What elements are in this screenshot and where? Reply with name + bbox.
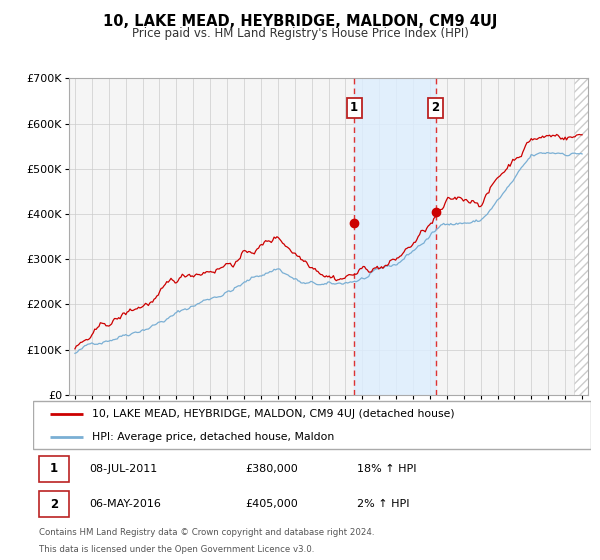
FancyBboxPatch shape bbox=[33, 402, 591, 449]
Text: 10, LAKE MEAD, HEYBRIDGE, MALDON, CM9 4UJ (detached house): 10, LAKE MEAD, HEYBRIDGE, MALDON, CM9 4U… bbox=[92, 408, 454, 418]
FancyBboxPatch shape bbox=[38, 456, 69, 482]
Text: 1: 1 bbox=[50, 463, 58, 475]
Text: £380,000: £380,000 bbox=[245, 464, 298, 474]
Text: HPI: Average price, detached house, Maldon: HPI: Average price, detached house, Mald… bbox=[92, 432, 334, 442]
Text: 18% ↑ HPI: 18% ↑ HPI bbox=[356, 464, 416, 474]
Text: 2: 2 bbox=[50, 497, 58, 511]
Text: 1: 1 bbox=[350, 101, 358, 114]
Text: This data is licensed under the Open Government Licence v3.0.: This data is licensed under the Open Gov… bbox=[38, 544, 314, 554]
Text: 10, LAKE MEAD, HEYBRIDGE, MALDON, CM9 4UJ: 10, LAKE MEAD, HEYBRIDGE, MALDON, CM9 4U… bbox=[103, 14, 497, 29]
FancyBboxPatch shape bbox=[38, 492, 69, 516]
Bar bbox=[354, 78, 436, 395]
Text: 06-MAY-2016: 06-MAY-2016 bbox=[89, 499, 161, 509]
Text: Price paid vs. HM Land Registry's House Price Index (HPI): Price paid vs. HM Land Registry's House … bbox=[131, 27, 469, 40]
Text: 2: 2 bbox=[431, 101, 440, 114]
Text: Contains HM Land Registry data © Crown copyright and database right 2024.: Contains HM Land Registry data © Crown c… bbox=[38, 528, 374, 538]
Text: £405,000: £405,000 bbox=[245, 499, 298, 509]
Text: 2% ↑ HPI: 2% ↑ HPI bbox=[356, 499, 409, 509]
Text: 08-JUL-2011: 08-JUL-2011 bbox=[89, 464, 157, 474]
